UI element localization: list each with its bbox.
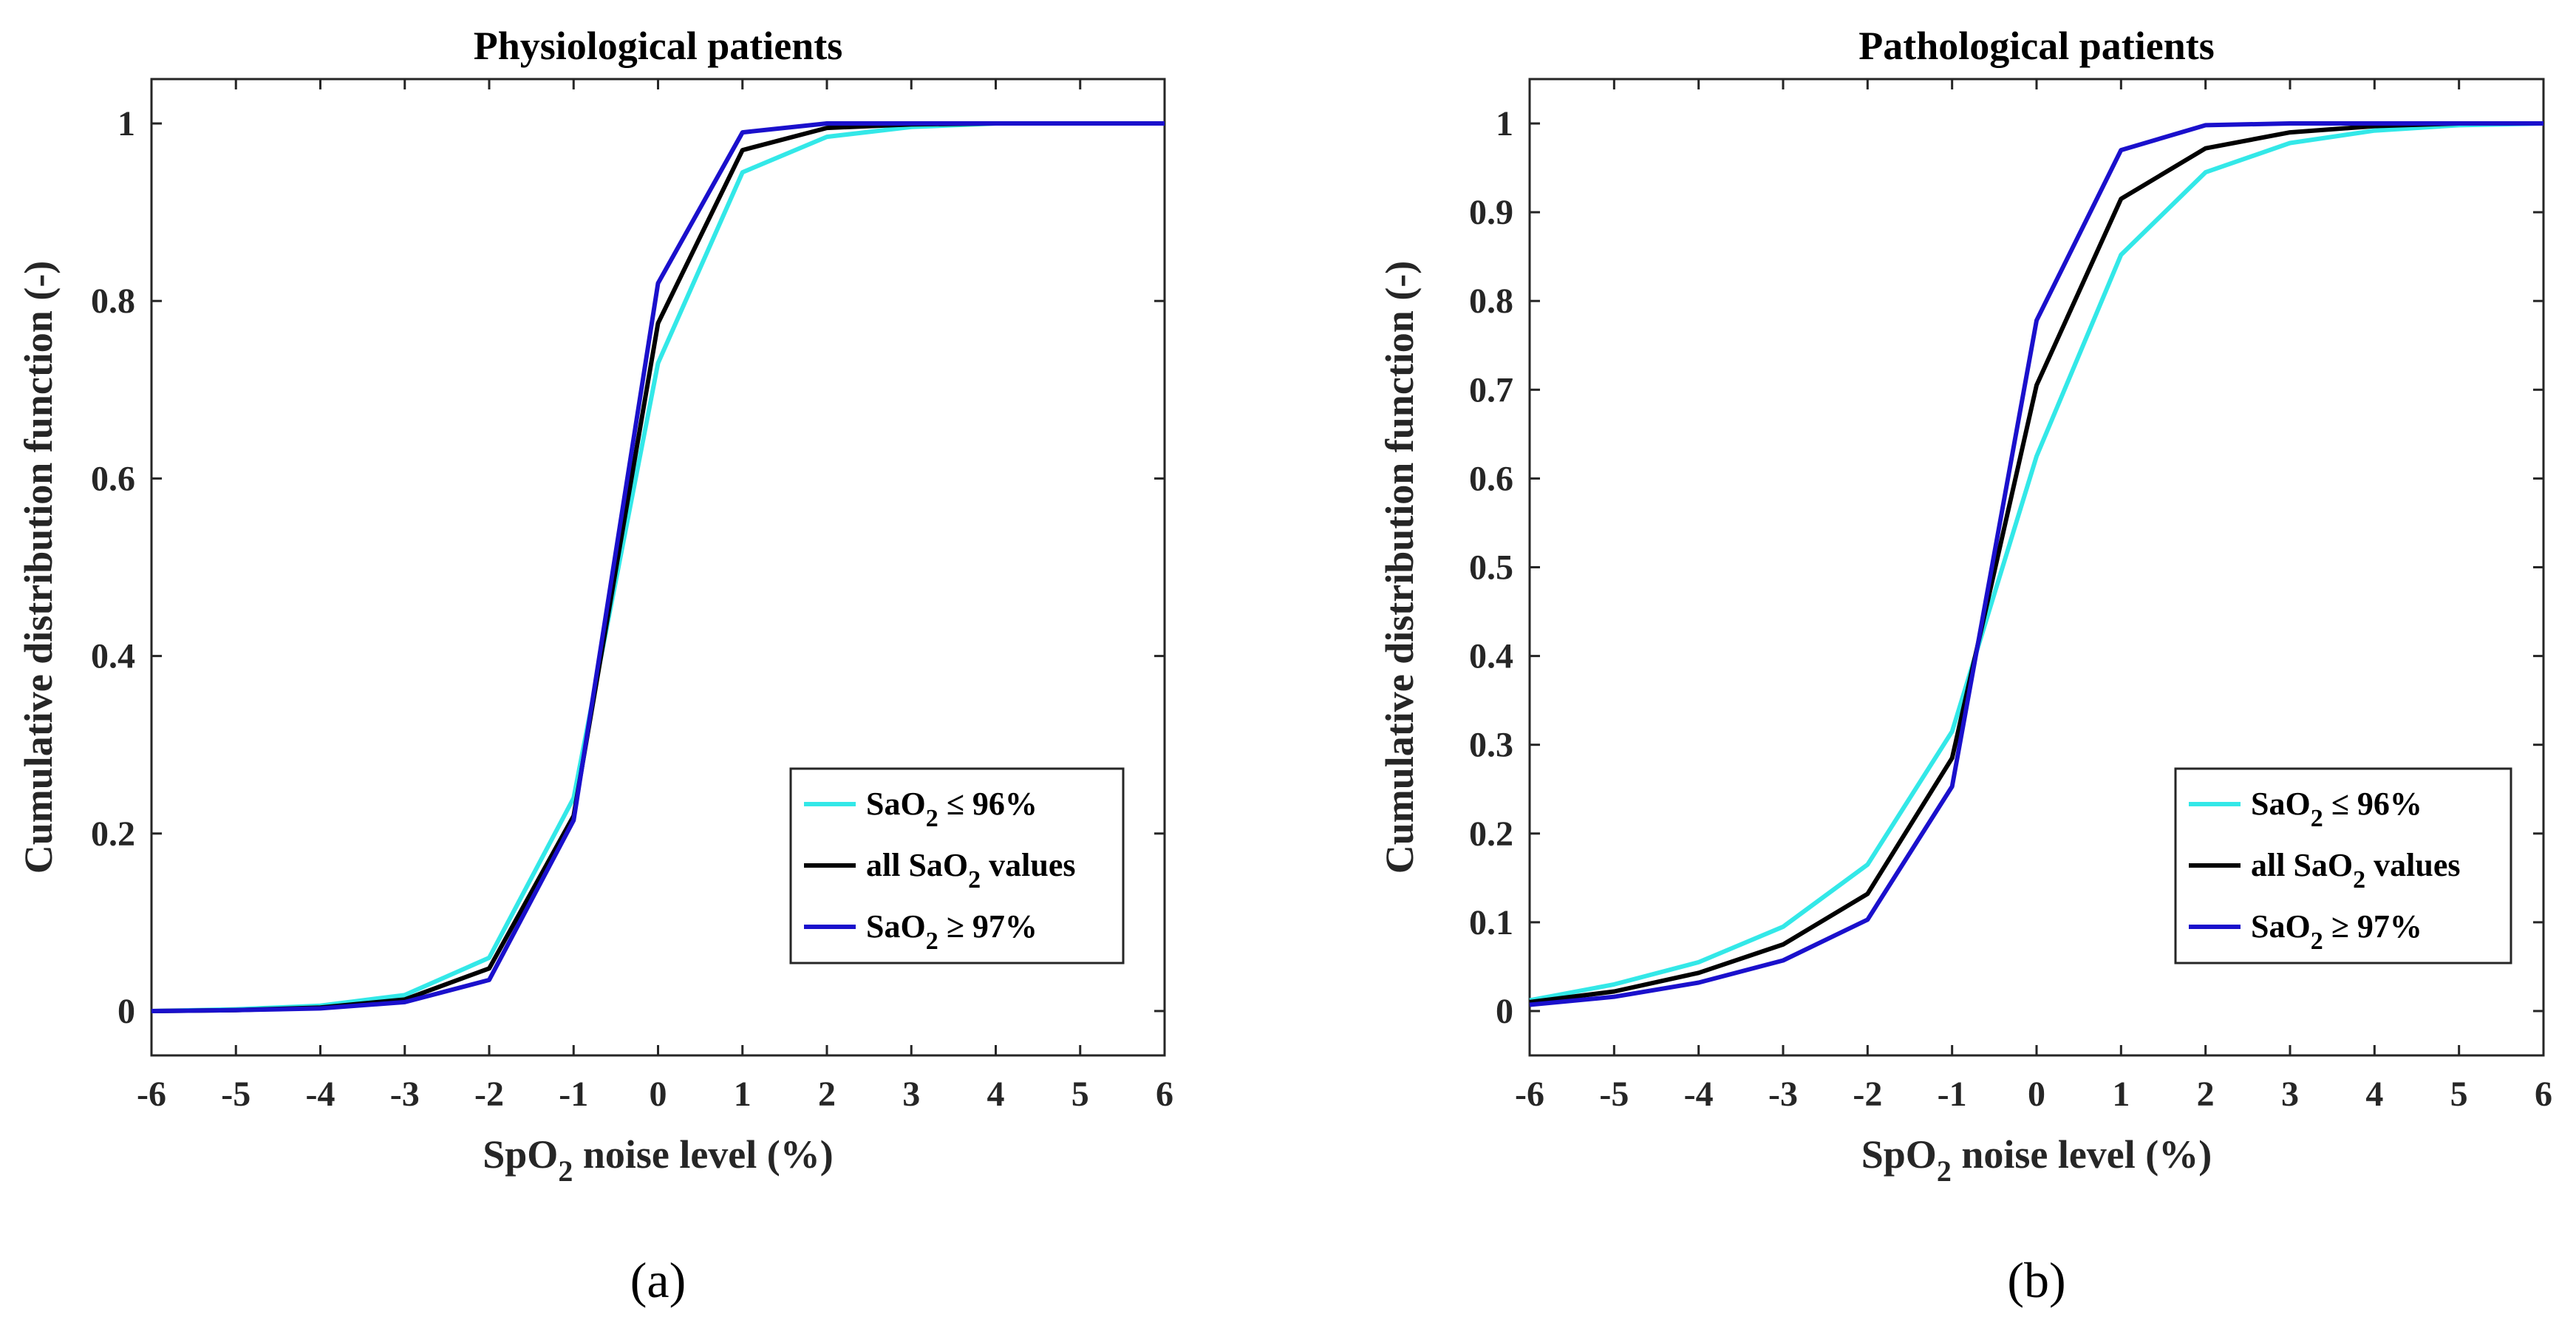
y-tick-label: 0.2: [1469, 814, 1513, 854]
legend-label-all: all SaO2 values: [866, 847, 1076, 894]
x-tick-label: 2: [2197, 1075, 2215, 1114]
x-tick-label: 3: [2281, 1075, 2299, 1114]
series-line-high: [151, 121, 1165, 1013]
y-tick-label: 0.4: [1469, 637, 1513, 676]
x-tick-label: -1: [1938, 1075, 1967, 1114]
x-axis-label: SpO2 noise level (%): [483, 1132, 834, 1188]
y-tick-label: 0.9: [1469, 193, 1513, 232]
x-tick-label: -2: [1853, 1075, 1882, 1114]
x-tick-label: -2: [474, 1075, 504, 1114]
legend: SaO2 ≤ 96% all SaO2 values SaO2 ≥ 97%: [789, 767, 1125, 965]
x-tick-label: -5: [221, 1075, 251, 1114]
x-tick-label: 0: [2028, 1075, 2045, 1114]
x-tick-label: 1: [734, 1075, 752, 1114]
y-tick-label: 0.7: [1469, 370, 1513, 409]
x-tick-label: -3: [390, 1075, 420, 1114]
chart-title: Pathological patients: [1858, 24, 2215, 68]
series-line-all: [1529, 121, 2543, 1004]
x-tick-label: 6: [1156, 1075, 1173, 1114]
panel-label: (b): [2007, 1252, 2065, 1308]
x-tick-label: 3: [902, 1075, 920, 1114]
y-tick-label: 0: [117, 992, 135, 1031]
panel-label: (a): [630, 1252, 686, 1308]
chart-panel-a: -6 -5 -4 -3 -2 -1 0 1 2 3 4 5 6 0 0.2 0.4 0.6 0.8 1 Physiol…: [16, 24, 1173, 1308]
y-tick-label: 1: [1496, 104, 1513, 143]
legend-label-low: SaO2 ≤ 96%: [866, 786, 1037, 832]
y-tick-label: 0: [1496, 992, 1513, 1031]
series-line-high: [1529, 121, 2543, 1007]
x-tick-label: -3: [1768, 1075, 1798, 1114]
x-tick-label: -1: [559, 1075, 588, 1114]
y-axis-label: Cumulative distribution function (-): [16, 261, 61, 874]
chart-panel-b: -6 -5 -4 -3 -2 -1 0 1 2 3 4 5 6 0 0.1 0.2 0.3 0.4 0.5 0.6 0.…: [1377, 24, 2552, 1308]
y-tick-label: 0.4: [91, 637, 135, 676]
y-tick-label: 0.8: [1469, 282, 1513, 321]
legend-label-low: SaO2 ≤ 96%: [2251, 786, 2422, 832]
x-tick-label: 4: [987, 1075, 1005, 1114]
x-tick-label: 4: [2365, 1075, 2383, 1114]
x-tick-label: 1: [2112, 1075, 2130, 1114]
x-tick-label: 5: [1071, 1075, 1089, 1114]
x-tick-label: 0: [650, 1075, 667, 1114]
y-tick-label: 0.3: [1469, 726, 1513, 765]
x-tick-label: -6: [1515, 1075, 1544, 1114]
legend-label-all: all SaO2 values: [2251, 847, 2461, 894]
series-line-low: [1529, 121, 2544, 1003]
x-tick-label: -5: [1599, 1075, 1629, 1114]
x-tick-label: -6: [137, 1075, 166, 1114]
y-tick-label: 0.6: [91, 459, 135, 498]
legend-label-high: SaO2 ≥ 97%: [2251, 908, 2422, 955]
x-tick-label: -4: [1684, 1075, 1714, 1114]
x-tick-label: -4: [306, 1075, 335, 1114]
y-tick-label: 0.1: [1469, 903, 1513, 942]
y-tick-label: 0.8: [91, 282, 135, 321]
y-tick-label: 0.2: [91, 814, 135, 854]
y-tick-label: 1: [117, 104, 135, 143]
x-tick-label: 2: [818, 1075, 836, 1114]
x-tick-label: 6: [2535, 1075, 2552, 1114]
x-tick-label: 5: [2450, 1075, 2468, 1114]
x-axis-label: SpO2 noise level (%): [1861, 1132, 2212, 1188]
y-tick-label: 0.6: [1469, 459, 1513, 498]
legend: SaO2 ≤ 96% all SaO2 values SaO2 ≥ 97%: [2174, 767, 2512, 965]
y-tick-label: 0.5: [1469, 548, 1513, 588]
legend-label-high: SaO2 ≥ 97%: [866, 908, 1037, 955]
chart-title: Physiological patients: [474, 24, 843, 68]
y-axis-label: Cumulative distribution function (-): [1377, 261, 1422, 874]
